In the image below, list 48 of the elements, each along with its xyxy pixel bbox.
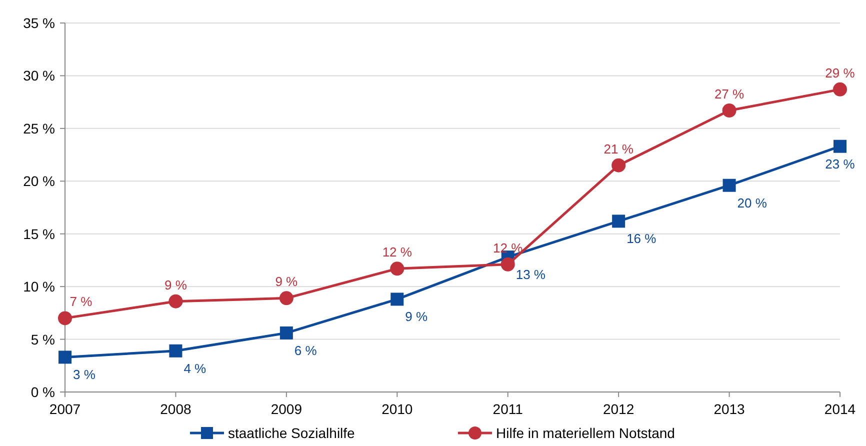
- point: [168, 294, 183, 308]
- data-label: 9 %: [275, 274, 298, 290]
- point: [612, 158, 626, 172]
- y-tick-label: 25 %: [23, 120, 55, 136]
- data-label: 16 %: [626, 231, 657, 246]
- point: [280, 326, 293, 340]
- data-label: 13 %: [516, 267, 546, 282]
- data-label: 23 %: [825, 156, 856, 172]
- x-tick-label: 2007: [49, 401, 81, 417]
- y-tick-label: 30 %: [23, 68, 55, 84]
- x-tick-label: 2009: [270, 401, 302, 417]
- y-tick-label: 0 %: [30, 384, 55, 400]
- point: [722, 178, 736, 192]
- point: [390, 262, 404, 276]
- x-tick-label: 2014: [824, 401, 856, 417]
- data-label: 29 %: [825, 65, 856, 80]
- y-tick-label: 15 %: [23, 226, 55, 242]
- x-tick-label: 2008: [160, 401, 192, 417]
- data-label: 3 %: [73, 367, 96, 382]
- point: [612, 214, 626, 228]
- point: [834, 140, 846, 153]
- x-tick-label: 2013: [714, 401, 746, 417]
- legend-label: staatliche Sozialhilfe: [228, 425, 356, 441]
- point: [390, 292, 404, 306]
- x-tick-label: 2011: [492, 401, 524, 417]
- y-tick-label: 20 %: [23, 173, 55, 190]
- point: [58, 350, 72, 364]
- data-label: 20 %: [737, 195, 768, 210]
- x-tick-label: 2012: [602, 401, 634, 417]
- data-label: 7 %: [70, 294, 93, 310]
- data-label: 21 %: [604, 141, 634, 156]
- data-label: 12 %: [382, 244, 412, 260]
- point: [500, 257, 515, 272]
- point: [279, 291, 294, 306]
- data-label: 6 %: [294, 342, 318, 358]
- data-label: 9 %: [164, 277, 188, 292]
- data-label: 9 %: [405, 309, 428, 324]
- point: [58, 311, 72, 326]
- y-tick-label: 10 %: [23, 278, 55, 295]
- data-label: 4 %: [184, 360, 207, 376]
- point: [833, 82, 847, 96]
- point: [169, 344, 182, 358]
- y-tick-label: 5 %: [30, 331, 55, 348]
- x-tick-label: 2010: [382, 401, 413, 417]
- point: [722, 104, 736, 118]
- y-tick-label: 35 %: [23, 15, 55, 31]
- legend-label: Hilfe in materiellem Notstand: [496, 425, 675, 441]
- data-label: 27 %: [714, 86, 745, 102]
